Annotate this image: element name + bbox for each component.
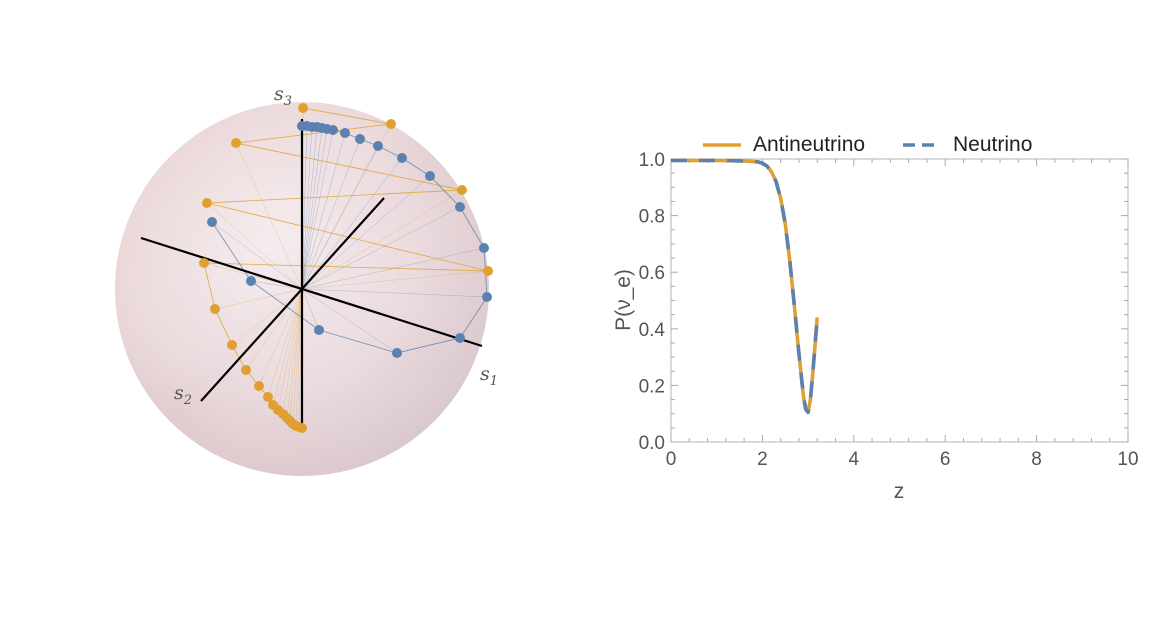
neutrino-point bbox=[397, 153, 407, 163]
antineutrino-point bbox=[199, 258, 209, 268]
neutrino-ray bbox=[301, 157, 403, 290]
antineutrino-point bbox=[298, 103, 308, 113]
y-tick-label: 0.8 bbox=[639, 207, 665, 228]
antineutrino-point bbox=[202, 198, 212, 208]
neutrino-point bbox=[392, 348, 402, 358]
antineutrino-ray bbox=[301, 189, 463, 290]
y-tick-label: 0.4 bbox=[639, 320, 666, 341]
s2-axis-label: s2 bbox=[174, 382, 192, 408]
neutrino-ray bbox=[301, 129, 334, 290]
antineutrino-ray bbox=[231, 288, 303, 346]
axis-ticks bbox=[670, 158, 1129, 443]
neutrino-point bbox=[314, 325, 324, 335]
neutrino-ray bbox=[301, 126, 318, 290]
neutrino-point bbox=[207, 217, 217, 227]
neutrino-point bbox=[482, 292, 492, 302]
antineutrino-ray bbox=[214, 288, 303, 310]
y-tick-label: 0.2 bbox=[639, 376, 665, 397]
neutrino-point bbox=[355, 134, 365, 144]
plot-frame bbox=[670, 158, 1129, 443]
legend-label-neutrino: Neutrino bbox=[953, 133, 1032, 156]
x-axis-title: z bbox=[894, 480, 905, 503]
antineutrino-point bbox=[241, 365, 251, 375]
antineutrino-ray bbox=[245, 288, 303, 371]
neutrino-ray bbox=[301, 288, 320, 331]
neutrino-point bbox=[479, 243, 489, 253]
antineutrino-ray bbox=[301, 123, 392, 290]
antineutrino-ray bbox=[292, 288, 303, 425]
x-tick-label: 4 bbox=[849, 449, 860, 470]
antineutrino-ray bbox=[277, 288, 303, 411]
bloch-sphere: s3 s1 s2 bbox=[115, 83, 498, 476]
neutrino-point bbox=[328, 125, 338, 135]
y-tick-label: 0.6 bbox=[639, 263, 665, 284]
x-tick-label: 6 bbox=[940, 449, 951, 470]
neutrino-ray bbox=[211, 221, 303, 290]
antineutrino-ray bbox=[289, 288, 303, 422]
antineutrino-ray bbox=[267, 288, 303, 398]
antineutrino-ray bbox=[301, 270, 489, 290]
tick-labels: 0 2 4 6 8 10 0.0 0.2 0.4 0.6 0.8 1.0 bbox=[639, 150, 1139, 470]
neutrino-ray bbox=[301, 126, 313, 290]
x-tick-label: 8 bbox=[1031, 449, 1042, 470]
s1-axis-label: s1 bbox=[480, 363, 498, 389]
x-tick-label: 2 bbox=[757, 449, 768, 470]
x-tick-label: 10 bbox=[1117, 449, 1138, 470]
antineutrino-point bbox=[386, 119, 396, 129]
s2-axis bbox=[200, 197, 385, 402]
neutrino-point bbox=[455, 202, 465, 212]
neutrino-ray bbox=[301, 175, 431, 290]
antineutrino-ray bbox=[286, 288, 303, 419]
neutrino-ray bbox=[301, 138, 361, 290]
antineutrino-ray bbox=[272, 288, 303, 406]
series-layer bbox=[671, 158, 819, 415]
neutrino-ray bbox=[301, 127, 323, 290]
y-axis-title: P(ν_e) bbox=[612, 269, 635, 331]
neutrino-point bbox=[455, 333, 465, 343]
neutrino-point bbox=[425, 171, 435, 181]
legend-label-antineutrino: Antineutrino bbox=[753, 133, 865, 156]
y-tick-label: 1.0 bbox=[639, 150, 665, 171]
antineutrino-point bbox=[483, 266, 493, 276]
neutrino-ray bbox=[301, 128, 328, 290]
antineutrino-ray bbox=[235, 142, 303, 290]
antineutrino-point bbox=[297, 423, 307, 433]
s1-axis bbox=[140, 236, 483, 348]
antineutrino-point bbox=[231, 138, 241, 148]
antineutrino-point bbox=[457, 185, 467, 195]
x-tick-label: 0 bbox=[666, 449, 677, 470]
neutrino-ray bbox=[250, 280, 303, 290]
antineutrino-point bbox=[210, 304, 220, 314]
s3-axis-label: s3 bbox=[274, 83, 292, 109]
antineutrino-point bbox=[227, 340, 237, 350]
neutrino-ray bbox=[301, 288, 488, 298]
antineutrino-point bbox=[263, 392, 273, 402]
neutrino-point bbox=[373, 141, 383, 151]
series-line-neutrino bbox=[671, 158, 819, 415]
neutrino-point bbox=[246, 276, 256, 286]
antineutrino-point bbox=[254, 381, 264, 391]
series-line-antineutrino bbox=[671, 158, 819, 415]
neutrino-ray bbox=[301, 288, 398, 354]
antineutrino-ray bbox=[258, 288, 303, 387]
antineutrino-ray bbox=[282, 288, 303, 415]
probability-chart: 0 2 4 6 8 10 0.0 0.2 0.4 0.6 0.8 1.0 z P(ν_e) Antin… bbox=[612, 133, 1139, 503]
neutrino-point bbox=[340, 128, 350, 138]
trajectory-points bbox=[199, 103, 493, 433]
antineutrino-ray bbox=[206, 202, 303, 290]
y-tick-label: 0.0 bbox=[639, 433, 665, 454]
neutrino-ray bbox=[301, 206, 461, 290]
neutrino-ray bbox=[301, 132, 346, 290]
legend: Antineutrino Neutrino bbox=[703, 133, 1032, 156]
